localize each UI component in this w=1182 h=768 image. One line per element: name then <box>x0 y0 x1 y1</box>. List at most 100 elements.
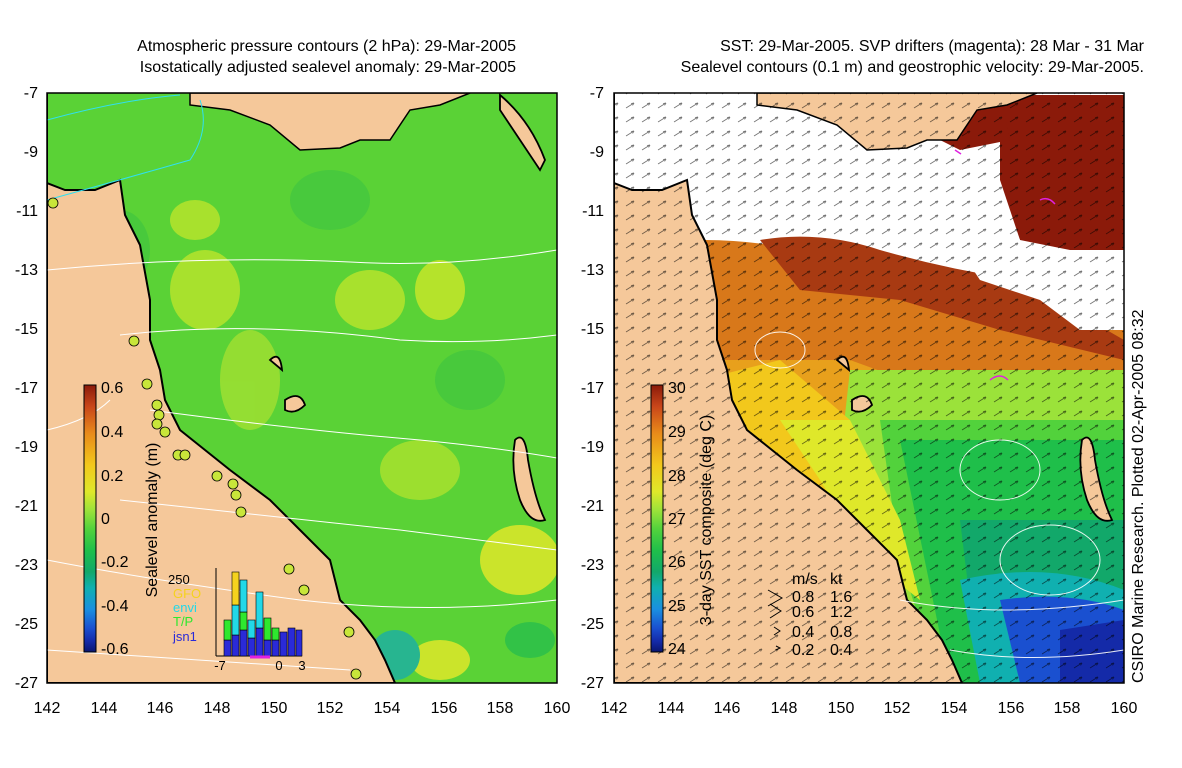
left-papua-land <box>189 93 471 151</box>
lat-tick: -23 <box>581 557 604 574</box>
altimeter-histogram: 250 GFO envi T/P jsn1 <box>168 568 306 673</box>
lat-tick: -11 <box>16 203 38 220</box>
cb-right-tick: 30 <box>668 380 686 397</box>
legend-tp: T/P <box>173 614 193 629</box>
right-colorbar-ticks: 30 29 28 27 26 25 24 <box>668 380 686 658</box>
right-title-line-1: SST: 29-Mar-2005. SVP drifters (magenta)… <box>720 38 1144 55</box>
lat-tick: -19 <box>15 439 38 456</box>
right-lon-ticks: 142 144 146 148 150 152 154 156 158 160 <box>601 700 1138 717</box>
histogram-xtick: 0 <box>275 658 282 673</box>
cb-left-tick: -0.2 <box>101 554 129 571</box>
cb-left-tick: -0.6 <box>101 641 129 658</box>
velocity-legend-ms: 0.4 <box>792 624 814 641</box>
velocity-legend-ms: 0.2 <box>792 642 814 659</box>
lon-tick: 150 <box>261 700 288 717</box>
left-colorbar-ramp <box>83 384 97 653</box>
lon-tick: 144 <box>91 700 118 717</box>
right-map <box>614 93 1124 683</box>
legend-jsn1: jsn1 <box>172 629 197 644</box>
cb-left-tick: 0.2 <box>101 468 123 485</box>
histogram-xtick: 3 <box>298 658 305 673</box>
lon-tick: 160 <box>1111 700 1138 717</box>
lat-tick: -19 <box>581 439 604 456</box>
cb-left-tick: 0.4 <box>101 424 123 441</box>
lon-tick: 146 <box>714 700 741 717</box>
cb-left-tick: -0.4 <box>101 598 129 615</box>
lat-tick: -17 <box>15 380 38 397</box>
lon-tick: 156 <box>998 700 1025 717</box>
right-colorbar-label: 3-day SST composite (deg C) <box>698 415 715 625</box>
left-colorbar-ticks: 0.6 0.4 0.2 0 -0.2 -0.4 -0.6 <box>101 380 129 658</box>
lat-tick: -17 <box>581 380 604 397</box>
lat-tick: -21 <box>15 498 38 515</box>
left-map-frame <box>46 92 558 684</box>
velocity-legend: m/s kt 0.8 1.6 0.6 1.2 0.4 0.8 0.2 0.4 <box>767 571 852 659</box>
right-map-title: SST: 29-Mar-2005. SVP drifters (magenta)… <box>560 36 1144 78</box>
cb-right-tick: 29 <box>668 424 686 441</box>
lon-tick: 150 <box>828 700 855 717</box>
cb-right-tick: 24 <box>668 641 686 658</box>
lon-tick: 146 <box>147 700 174 717</box>
velocity-legend-kt: 1.2 <box>830 604 852 621</box>
velocity-legend-arrows <box>767 589 784 651</box>
lon-tick: 148 <box>204 700 231 717</box>
cb-right-tick: 26 <box>668 554 686 571</box>
velocity-legend-kt: 1.6 <box>830 589 852 606</box>
lat-tick: -15 <box>581 321 604 338</box>
cb-right-tick: 27 <box>668 511 686 528</box>
velocity-legend-ms-header: m/s <box>792 571 818 588</box>
lat-tick: -7 <box>590 85 604 102</box>
lon-tick: 142 <box>34 700 61 717</box>
lon-tick: 144 <box>658 700 685 717</box>
cb-left-tick: 0 <box>101 511 110 528</box>
right-lat-ticks: -7 -9 -11 -13 -15 -17 -19 -21 -23 -25 -2… <box>581 85 604 692</box>
left-land-mass <box>47 93 397 683</box>
lat-tick: -9 <box>24 144 38 161</box>
lon-tick: 148 <box>771 700 798 717</box>
lon-tick: 152 <box>317 700 344 717</box>
lat-tick: -7 <box>24 85 38 102</box>
lon-tick: 152 <box>884 700 911 717</box>
pressure-contours <box>47 249 557 671</box>
lon-tick: 160 <box>544 700 571 717</box>
right-colorbar: 30 29 28 27 26 25 24 3-day SST composite… <box>650 380 715 658</box>
sealevel-contours <box>754 331 1124 658</box>
left-title-line-2: Isostatically adjusted sealevel anomaly:… <box>139 59 516 76</box>
cb-right-tick: 28 <box>668 468 686 485</box>
geostrophic-velocity-arrows <box>614 93 1124 683</box>
svp-drifter-tracks <box>954 149 1056 381</box>
left-title-line-1: Atmospheric pressure contours (2 hPa): 2… <box>137 38 516 55</box>
lat-tick: -11 <box>582 203 604 220</box>
lat-tick: -27 <box>15 675 38 692</box>
cyan-contours <box>47 94 204 201</box>
left-map <box>47 93 557 683</box>
left-colorbar-label: Sealevel anomaly (m) <box>144 443 161 598</box>
lon-tick: 158 <box>487 700 514 717</box>
tide-gauge-markers <box>47 197 362 680</box>
lon-tick: 154 <box>374 700 401 717</box>
velocity-legend-ms: 0.6 <box>792 604 814 621</box>
lat-tick: -25 <box>581 616 604 633</box>
left-colorbar: 0.6 0.4 0.2 0 -0.2 -0.4 -0.6 Sealevel an… <box>83 380 161 658</box>
histogram-bars <box>223 571 303 657</box>
velocity-legend-kt: 0.4 <box>830 642 852 659</box>
lat-tick: -25 <box>15 616 38 633</box>
cb-left-tick: 0.6 <box>101 380 123 397</box>
histogram-xtick: -7 <box>214 658 226 673</box>
legend-gfo: GFO <box>173 586 201 601</box>
cb-right-tick: 25 <box>668 598 686 615</box>
credit-text: CSIRO Marine Research. Plotted 02-Apr-20… <box>1130 309 1147 683</box>
lat-tick: -15 <box>15 321 38 338</box>
histogram-max-label: 250 <box>168 572 190 587</box>
lat-tick: -9 <box>590 144 604 161</box>
left-islands <box>268 93 547 522</box>
left-lat-ticks: -7 -9 -11 -13 -15 -17 -19 -21 -23 -25 -2… <box>15 85 38 692</box>
lat-tick: -13 <box>581 262 604 279</box>
lon-tick: 158 <box>1054 700 1081 717</box>
lon-tick: 156 <box>431 700 458 717</box>
velocity-legend-kt-header: kt <box>830 571 843 588</box>
sealevel-anomaly-field <box>90 170 557 680</box>
right-title-line-2: Sealevel contours (0.1 m) and geostrophi… <box>680 59 1144 76</box>
lon-tick: 142 <box>601 700 628 717</box>
